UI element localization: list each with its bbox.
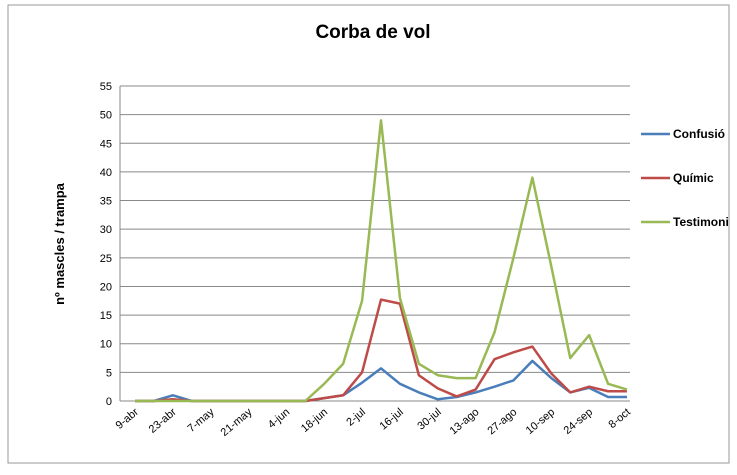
series-line bbox=[135, 119, 628, 403]
y-tick-label: 55 bbox=[100, 81, 112, 93]
legend-label: Testimoni bbox=[673, 215, 729, 229]
legend-label: Confusió bbox=[673, 127, 725, 141]
y-tick-label: 45 bbox=[100, 138, 112, 150]
y-tick-label: 15 bbox=[100, 310, 112, 322]
y-tick-label: 40 bbox=[100, 167, 112, 179]
y-tick-label: 25 bbox=[100, 253, 112, 265]
y-tick-label: 5 bbox=[106, 367, 112, 379]
y-tick-label: 35 bbox=[100, 196, 112, 208]
chart-title: Corba de vol bbox=[315, 22, 430, 43]
y-tick-label: 0 bbox=[106, 396, 112, 408]
y-tick-label: 50 bbox=[100, 110, 112, 122]
legend-label: Químic bbox=[673, 171, 714, 185]
y-tick-label: 30 bbox=[100, 224, 112, 236]
y-tick-label: 10 bbox=[100, 339, 112, 351]
y-tick-label: 20 bbox=[100, 281, 112, 293]
y-axis-label: nº mascles / trampa bbox=[52, 182, 67, 305]
